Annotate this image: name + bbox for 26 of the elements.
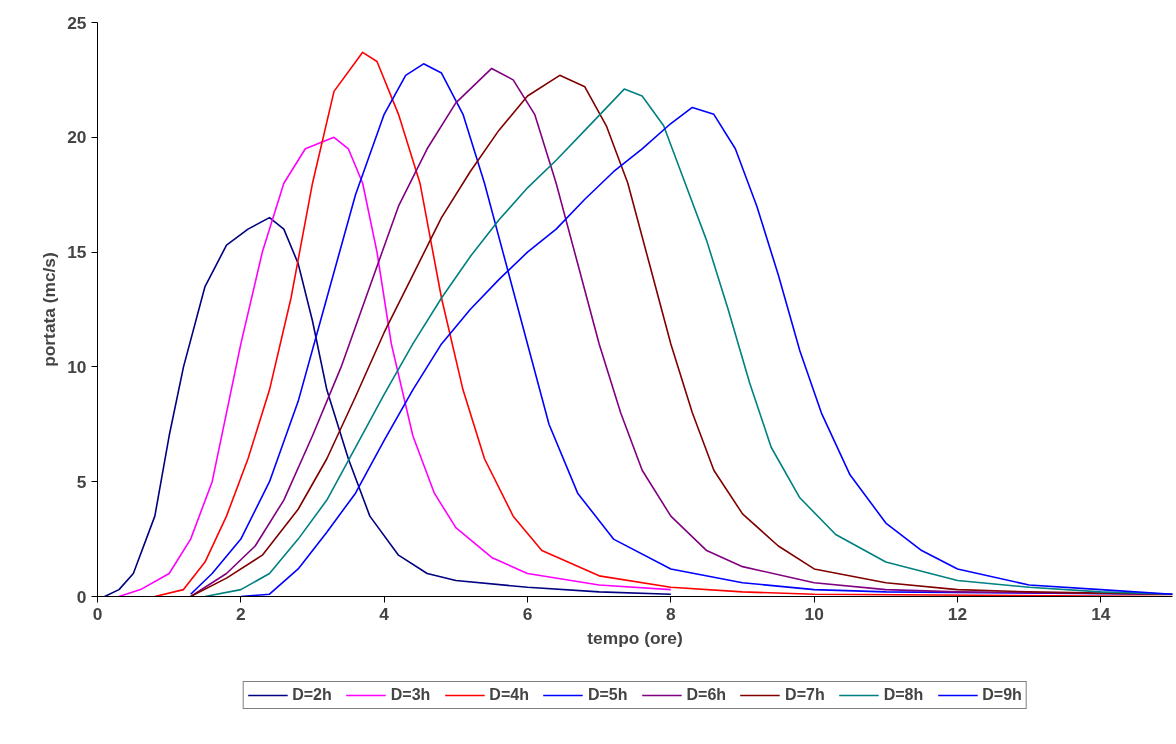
y-axis-title: portata (mc/s)	[39, 252, 60, 367]
y-tick-label: 5	[76, 471, 87, 492]
legend-label: D=2h	[292, 686, 332, 704]
y-tick-label: 20	[67, 127, 87, 148]
line-series	[103, 216, 672, 597]
x-tick-label: 12	[947, 603, 968, 624]
x-tick-label: 10	[804, 603, 824, 624]
x-tick-label: 2	[236, 603, 246, 624]
x-tick-label: 14	[1091, 603, 1111, 624]
y-tick-label: 10	[67, 356, 87, 377]
y-tick-label: 0	[76, 586, 87, 607]
x-tick-label: 8	[666, 603, 677, 624]
x-tick-label: 4	[379, 603, 390, 624]
x-tick-label: 0	[92, 603, 103, 624]
legend-label: D=5h	[587, 686, 628, 704]
legend-label: D=3h	[390, 686, 431, 704]
legend-label: D=6h	[686, 686, 727, 704]
x-tick-label: 6	[522, 603, 533, 624]
legend-label: D=9h	[982, 686, 1022, 704]
y-tick-label: 25	[67, 12, 87, 33]
legend-label: D=8h	[883, 686, 924, 704]
x-axis-title: tempo (ore)	[587, 627, 683, 648]
line-series	[118, 136, 672, 597]
legend-label: D=7h	[785, 686, 825, 704]
legend-label: D=4h	[489, 686, 529, 704]
y-tick-label: 15	[67, 242, 87, 263]
